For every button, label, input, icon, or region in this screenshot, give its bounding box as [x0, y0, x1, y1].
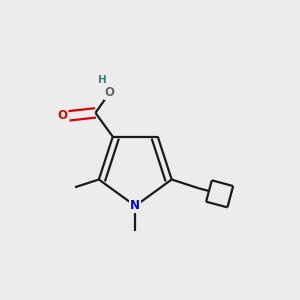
Text: H: H [98, 75, 107, 85]
Text: N: N [130, 200, 140, 212]
Text: O: O [105, 86, 115, 99]
Text: O: O [58, 109, 68, 122]
